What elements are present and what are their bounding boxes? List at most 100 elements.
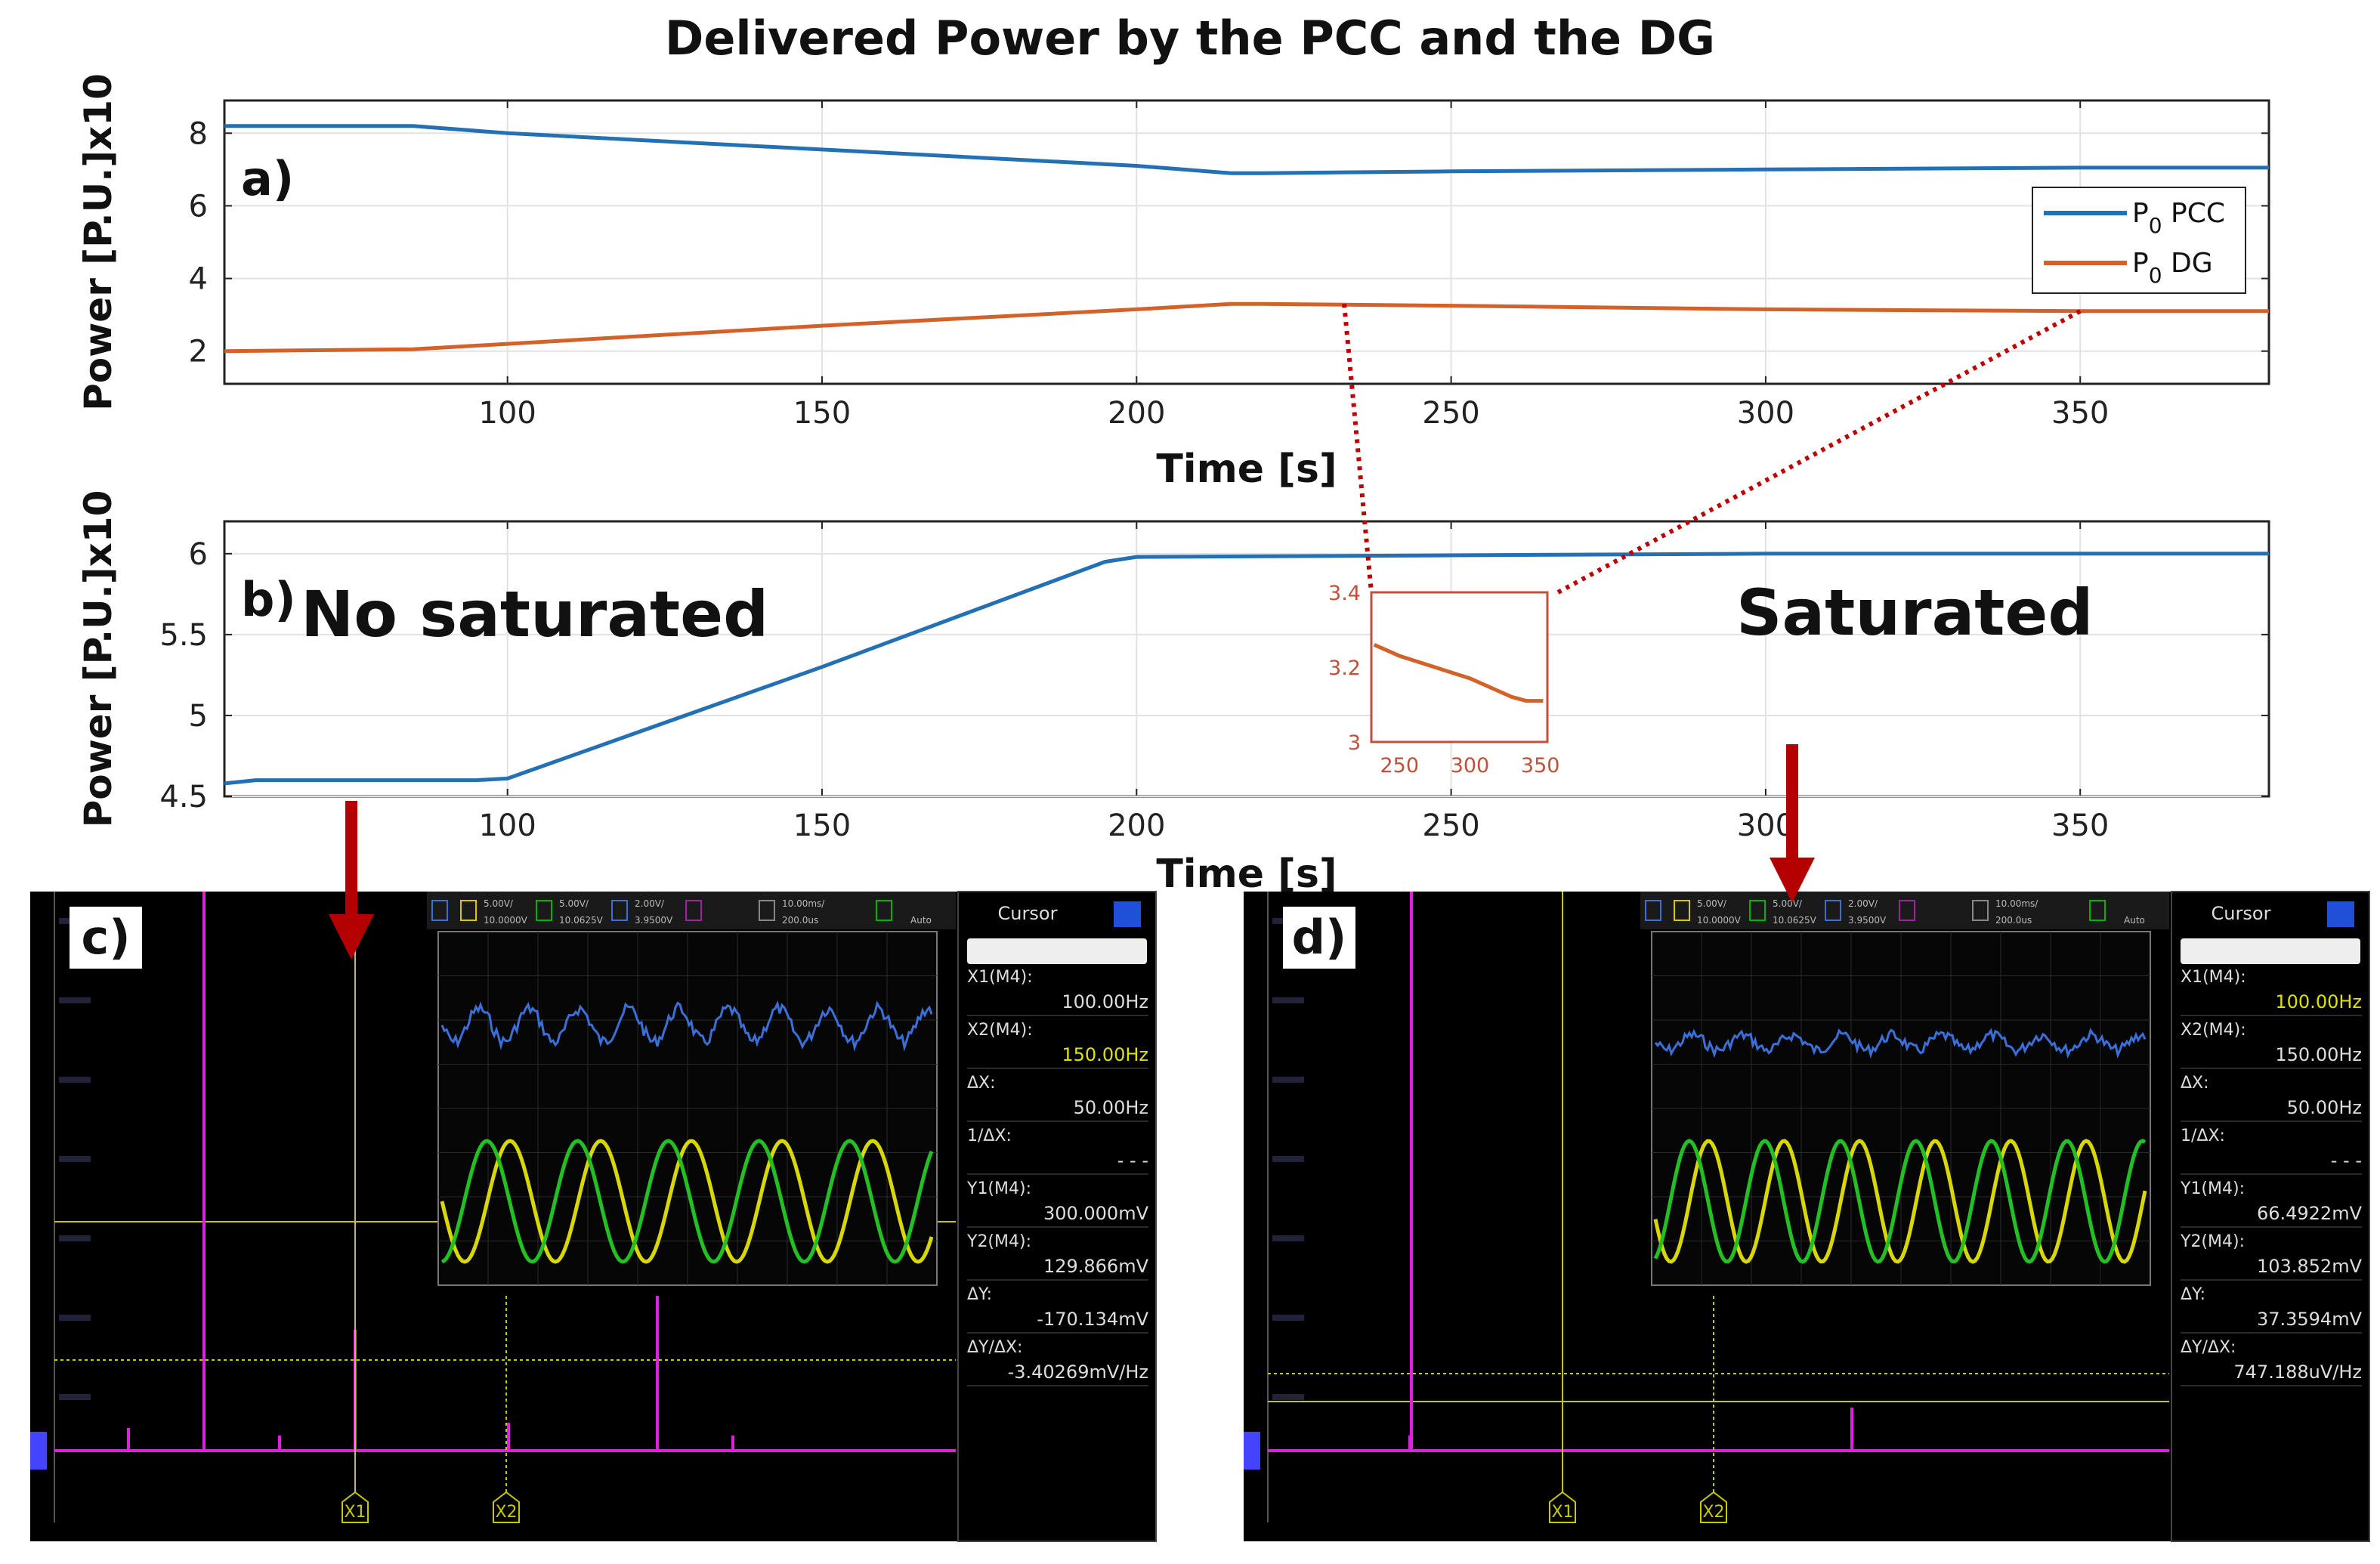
inset-frame [1370,591,1549,743]
arrow-to-scope-d [1770,744,1815,903]
plot-panel-b: 100 150 200 250 300 350 4.5 5 5.5 6 Time [s] Power … [76,490,2270,897]
cursor-row-value: 300.000mV [1043,1203,1149,1224]
inset-x-tick-label: 350 [1521,754,1560,777]
waveform-yellow [440,1139,934,1264]
scope-y-tick-blur [1272,1394,1304,1400]
toolbar-channel-icon [759,900,775,921]
cursor-row-label: ΔY: [967,1285,992,1304]
scope-y-tick-blur [1272,997,1304,1003]
cursor-row-value: 66.4922mV [2257,1203,2363,1224]
x-axis-label: Time [s] [1156,852,1337,897]
toolbar-value: Auto [2124,915,2145,926]
cursor-marker-label: X2 [1702,1503,1724,1522]
toolbar-value: 10.0625V [559,915,604,926]
arrow-head [1770,858,1815,903]
inset-y-tick-label: 3.4 [1328,582,1361,605]
inset-series-line [1373,643,1544,703]
toolbar-channel-icon [1825,900,1841,921]
x-tick-label: 300 [1737,396,1794,431]
cursor-row-label: X1(M4): [2181,968,2246,987]
cursor-row-value: 747.188uV/Hz [2233,1362,2362,1383]
toolbar-value: 200.0us [782,915,818,926]
cursor-marker-x2 [493,1491,520,1523]
series-line-1 [224,301,2269,354]
y-tick-label: 2 [189,335,208,369]
toolbar-value: 2.00V/ [635,898,665,909]
legend-box [2032,187,2246,294]
cursor-row-value: 100.00Hz [1062,991,1148,1012]
waveform-blue [440,1000,933,1052]
x-tick-label: 250 [1422,396,1479,431]
y-tick-label: 6 [189,189,208,224]
toolbar-channel-icon [536,900,552,921]
toolbar-value: Auto [910,915,932,926]
toolbar-value: 5.00V/ [484,898,514,909]
cursor-row-value: 37.3594mV [2257,1309,2363,1330]
waveform-blue [1654,1028,2147,1059]
cursor-row-value: 150.00Hz [1062,1044,1148,1065]
scope-channel-marker [1244,1432,1260,1470]
x-tick-label: 100 [478,396,536,431]
cursor-row-label: Y2(M4): [966,1232,1031,1251]
x-tick-label: 100 [478,808,536,843]
annotation-saturated: Saturated [1736,576,2094,650]
cursor-row-label: Y2(M4): [2180,1232,2245,1251]
x-tick-label: 200 [1108,396,1165,431]
inset-x-tick-label: 250 [1380,754,1420,777]
scope-y-tick-blur [1272,1315,1304,1321]
y-tick-label: 8 [189,116,208,151]
cursor-panel-title: Cursor [2212,903,2271,924]
scope-y-tick-blur [1272,1235,1304,1241]
cursor-panel-field [967,938,1147,964]
cursor-panel-title: Cursor [998,903,1058,924]
panel-label: a) [241,151,294,206]
toolbar-channel-icon [1972,900,1989,921]
cursor-panel-menu-button [1114,901,1141,927]
legend-label-0: P0 PCC [2132,198,2225,238]
cursor-row-value: 100.00Hz [2275,991,2362,1012]
y-axis-label: Power [P.U.]x10 [76,73,120,411]
toolbar-channel-icon [685,900,702,921]
x-tick-label: 350 [2051,396,2109,431]
cursor-marker-x1 [1549,1491,1576,1523]
cursor-row-value: - - - [2331,1150,2362,1171]
cursor-row-label: Y1(M4): [2180,1179,2245,1198]
scope-channel-marker [30,1432,47,1470]
toolbar-channel-icon [1749,900,1766,921]
cursor-row-value: 50.00Hz [1074,1097,1148,1118]
scope-toolbar [1640,892,2169,929]
y-tick-label: 5 [189,699,208,734]
legend-label-1: P0 DG [2132,248,2213,288]
cursor-row-value: 150.00Hz [2275,1044,2362,1065]
scope-y-tick-blur [59,1315,91,1321]
toolbar-value: 10.0000V [1697,915,1742,926]
cursor-row-label: X1(M4): [967,968,1033,987]
cursor-marker-x2 [1700,1491,1727,1523]
scope-y-tick-blur [1272,1077,1304,1083]
toolbar-value: 10.00ms/ [1995,898,2038,909]
cursor-row-value: 50.00Hz [2287,1097,2362,1118]
toolbar-channel-icon [431,900,448,921]
x-tick-label: 250 [1422,808,1479,843]
toolbar-channel-icon [611,900,628,921]
y-tick-label: 5.5 [159,618,208,653]
arrow-head [329,914,374,960]
cursor-row-value: -3.40269mV/Hz [1008,1362,1148,1383]
cursor-row-label: X2(M4): [967,1021,1033,1040]
series-line-0 [224,124,2269,175]
toolbar-channel-icon [460,900,477,921]
cursor-row-label: ΔX: [967,1074,996,1093]
arrow-to-scope-c [329,801,374,960]
cursor-row-label: ΔY: [2181,1285,2205,1304]
panel-label: c) [81,910,130,965]
y-tick-label: 6 [189,537,208,572]
figure-title: Delivered Power by the PCC and the DG [664,11,1716,66]
toolbar-value: 10.00ms/ [782,898,825,909]
cursor-panel [957,891,1157,1542]
cursor-row-label: 1/ΔX: [2181,1127,2225,1145]
cursor-row-label: ΔY/ΔX: [967,1338,1022,1357]
scope-toolbar [427,892,956,929]
cursor-marker-label: X2 [495,1503,517,1522]
plot-area [223,99,2270,385]
cursor-row-value: 103.852mV [2257,1256,2363,1277]
